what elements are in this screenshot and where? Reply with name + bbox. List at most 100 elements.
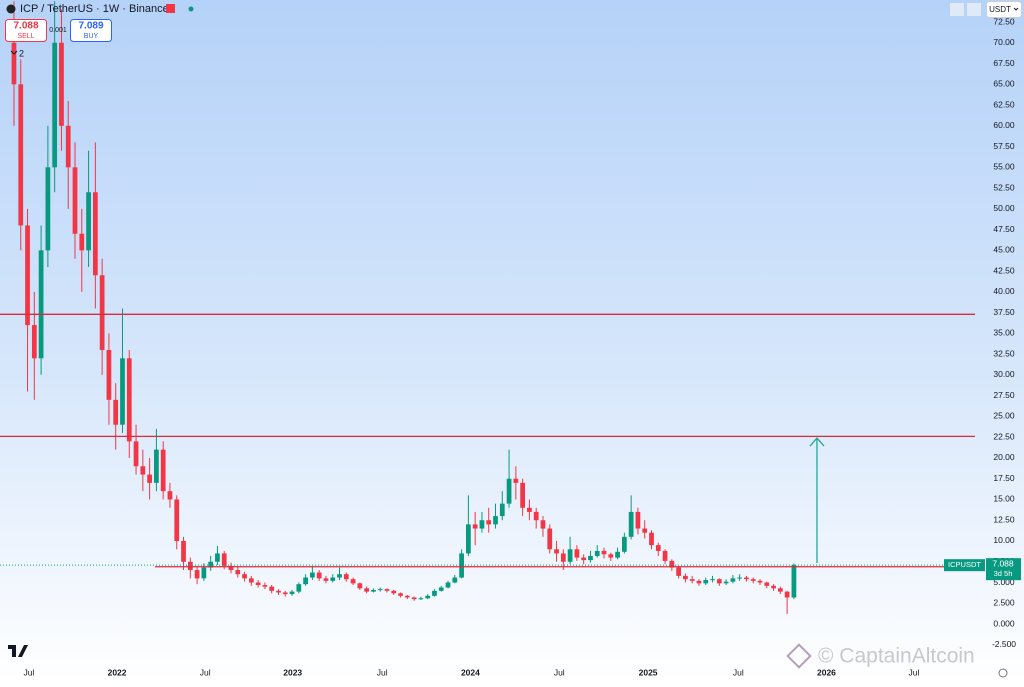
- watermark: © CaptainAltcoin: [818, 645, 975, 668]
- candle-body: [615, 551, 620, 558]
- y-tick-label: 70.00: [993, 37, 1015, 47]
- candle-body: [398, 593, 403, 596]
- candle-body: [337, 574, 342, 578]
- indicators-count: 2: [19, 48, 24, 58]
- candle-body: [540, 520, 546, 529]
- candle-body: [215, 553, 220, 562]
- candle-body: [730, 578, 736, 582]
- candle-body: [377, 589, 383, 591]
- x-tick-label: 2023: [283, 667, 302, 677]
- candle-body: [737, 577, 743, 579]
- candle-body: [676, 567, 681, 576]
- candle-body: [493, 516, 498, 525]
- indicators-chevron[interactable]: [10, 50, 18, 55]
- candle-body: [99, 275, 105, 351]
- candle-body: [459, 553, 464, 578]
- candle-body: [140, 466, 146, 475]
- candle-body: [194, 570, 200, 579]
- toolbar-icon[interactable]: [967, 3, 981, 16]
- y-tick-label: 12.50: [993, 514, 1015, 524]
- candle-body: [716, 579, 722, 584]
- candle-body: [608, 554, 614, 558]
- candle-body: [235, 570, 241, 575]
- candle-body: [655, 545, 661, 551]
- candle-body: [262, 584, 268, 587]
- candle-body: [506, 478, 512, 504]
- candle-body: [696, 580, 702, 584]
- candle-body: [499, 503, 505, 517]
- toolbar-icon[interactable]: [950, 3, 964, 16]
- y-tick-label: 22.50: [993, 431, 1015, 441]
- x-tick-label: Jul: [377, 667, 388, 677]
- sell-button[interactable]: [5, 19, 47, 42]
- candle-body: [384, 589, 390, 591]
- candle-body: [242, 574, 247, 579]
- candle-body: [418, 598, 424, 600]
- candle-body: [371, 589, 376, 592]
- currency-label: USDT: [989, 5, 1011, 14]
- x-tick-label: 2022: [108, 667, 127, 677]
- buy-button[interactable]: [70, 19, 112, 42]
- flag-icon: [166, 4, 175, 13]
- candle-body: [547, 528, 553, 550]
- candle-body: [601, 550, 607, 555]
- candle-body: [248, 578, 254, 583]
- buy-price: 7.089: [78, 21, 103, 32]
- candle-body: [425, 595, 431, 599]
- y-tick-label: -2.500: [992, 639, 1016, 649]
- status-dot: [188, 6, 194, 12]
- tradingview-logo: [8, 645, 28, 657]
- sell-label: SELL: [17, 33, 34, 40]
- candle-body: [594, 550, 600, 556]
- candle-body: [452, 577, 458, 583]
- candle-body: [486, 520, 492, 525]
- candle-body: [533, 511, 539, 521]
- x-tick-label: 2024: [461, 667, 480, 677]
- currency-chevron: [1013, 7, 1019, 11]
- candle-body: [411, 597, 417, 600]
- candle-body: [221, 553, 227, 566]
- candle-body: [554, 549, 559, 554]
- candle-body: [527, 507, 532, 512]
- candle-body: [574, 549, 580, 558]
- candle-body: [621, 536, 627, 552]
- currency-button[interactable]: [986, 1, 1022, 18]
- candle-body: [289, 591, 295, 595]
- candle-body: [276, 590, 281, 593]
- candle-body: [689, 579, 695, 581]
- candle-body: [466, 524, 471, 554]
- candle-body: [710, 579, 715, 581]
- candle-body: [45, 167, 51, 251]
- candle-body: [662, 550, 668, 561]
- candle-body: [120, 358, 125, 425]
- candle-body: [18, 84, 24, 226]
- candle-body: [567, 549, 573, 562]
- x-tick-label: Jul: [23, 667, 34, 677]
- candle-body: [364, 588, 370, 592]
- settings-icon[interactable]: [998, 668, 1008, 678]
- price-tag-bg: [986, 558, 1021, 581]
- candle-body: [391, 590, 397, 594]
- candle-body: [31, 325, 37, 359]
- y-tick-label: 55.00: [993, 162, 1015, 172]
- candle-body: [25, 225, 30, 326]
- candle-body: [404, 595, 410, 598]
- candle-body: [59, 42, 64, 126]
- candle-body: [669, 560, 675, 568]
- y-tick-label: 40.00: [993, 286, 1015, 296]
- candle-body: [72, 167, 78, 234]
- candle-body: [316, 572, 322, 579]
- candle-body: [303, 577, 308, 585]
- y-tick-label: 20.00: [993, 452, 1015, 462]
- y-tick-label: 50.00: [993, 203, 1015, 213]
- candle-body: [479, 520, 485, 529]
- y-tick-label: 25.00: [993, 411, 1015, 421]
- candle-body: [791, 565, 797, 598]
- candle-body: [513, 478, 519, 483]
- symbol-icon: [6, 4, 16, 14]
- candle-body: [92, 192, 98, 276]
- candle-body: [154, 449, 159, 483]
- candle-body: [560, 553, 566, 562]
- buy-label: BUY: [84, 33, 99, 40]
